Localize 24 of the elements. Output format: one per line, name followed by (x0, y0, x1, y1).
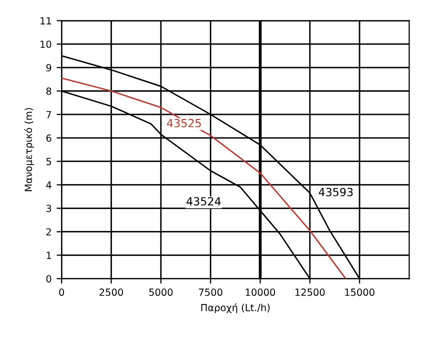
y-tick-label: 1 (46, 252, 51, 259)
x-tick-label: 7500 (198, 288, 222, 296)
x-axis-title: Παροχή (Lt./h) (201, 303, 270, 314)
y-tick-label: 2 (46, 228, 51, 236)
y-tick-label: 0 (46, 275, 52, 282)
y-tick-label: 5 (46, 158, 52, 166)
series-label: 43525 (167, 118, 201, 128)
y-axis-title: Μανομετρικό (m) (24, 108, 34, 192)
x-tick-label: 0 (59, 288, 64, 296)
x-tick-label: 12500 (295, 288, 325, 296)
y-tick-label: 10 (40, 40, 52, 48)
x-tick-label: 2500 (100, 288, 123, 296)
y-tick-label: 8 (46, 87, 52, 95)
x-tick-label: 15000 (345, 288, 374, 296)
y-tick-label: 6 (46, 134, 52, 142)
x-tick-label: 5000 (149, 288, 173, 296)
series-label: 43593 (318, 188, 353, 196)
y-tick-label: 7 (46, 111, 52, 118)
x-tick-label: 10000 (246, 288, 276, 296)
y-tick-label: 4 (46, 181, 52, 189)
series-label: 43524 (186, 197, 221, 206)
y-tick-label: 9 (46, 64, 52, 72)
y-tick-label: 11 (40, 17, 51, 24)
y-tick-label: 3 (46, 204, 52, 212)
